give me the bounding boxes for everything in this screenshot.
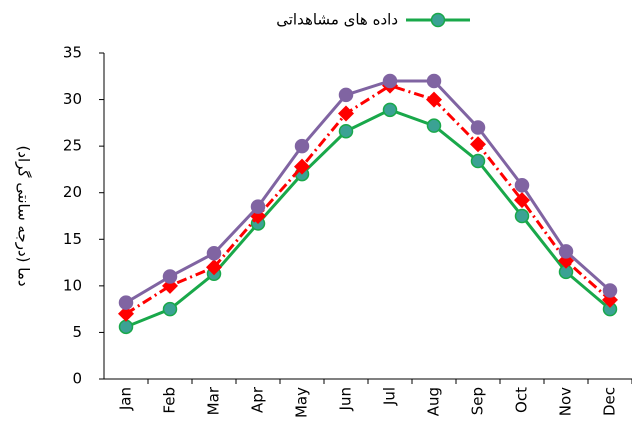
data-point <box>206 246 222 261</box>
x-tick-label: Feb <box>161 387 179 414</box>
data-point <box>470 120 486 135</box>
data-point <box>426 118 442 133</box>
x-tick-label: Jan <box>117 387 135 411</box>
data-point <box>250 199 266 214</box>
y-axis-label: دما (درجه سانتی گراد) <box>15 145 33 286</box>
data-point <box>382 73 398 89</box>
data-point <box>470 136 486 153</box>
legend-label: داده های مشاهداتی <box>276 11 398 29</box>
data-point <box>382 102 398 118</box>
data-point <box>338 123 354 139</box>
data-point <box>426 73 442 89</box>
y-tick-label: 30 <box>63 90 82 108</box>
data-point <box>602 283 618 298</box>
data-point <box>162 269 178 284</box>
y-tick-label: 5 <box>72 323 82 341</box>
legend-marker <box>430 12 446 28</box>
data-point <box>426 91 442 108</box>
x-tick-label: Oct <box>513 387 531 413</box>
y-tick-label: 0 <box>72 370 82 388</box>
data-point <box>338 105 354 122</box>
series-line <box>125 83 611 316</box>
y-tick-label: 15 <box>63 230 82 248</box>
x-tick-label: Nov <box>557 387 575 416</box>
x-tick-label: Mar <box>205 386 223 415</box>
data-point <box>206 259 222 276</box>
x-tick-label: May <box>293 387 311 418</box>
data-point <box>118 319 134 335</box>
data-point <box>162 301 178 317</box>
y-tick-label: 20 <box>63 183 82 201</box>
series-line <box>125 79 611 304</box>
x-tick-label: Apr <box>249 386 267 413</box>
x-tick-label: Aug <box>425 387 443 416</box>
y-tick-label: 35 <box>63 44 82 62</box>
series-line <box>125 108 611 329</box>
y-tick-label: 25 <box>63 137 82 155</box>
data-point <box>470 153 486 169</box>
data-point <box>294 158 310 175</box>
x-tick-label: Jul <box>381 387 399 406</box>
data-point <box>118 305 134 322</box>
data-point <box>118 295 134 310</box>
x-tick-label: Jun <box>337 387 355 411</box>
data-point <box>338 87 354 103</box>
y-tick-label: 10 <box>63 276 82 294</box>
data-point <box>514 178 530 193</box>
data-point <box>294 138 310 154</box>
data-point <box>514 208 530 224</box>
data-point <box>514 192 530 209</box>
x-tick-label: Sep <box>469 387 487 415</box>
data-point <box>558 244 574 259</box>
x-tick-label: Dec <box>601 387 619 416</box>
data-point <box>558 252 574 269</box>
